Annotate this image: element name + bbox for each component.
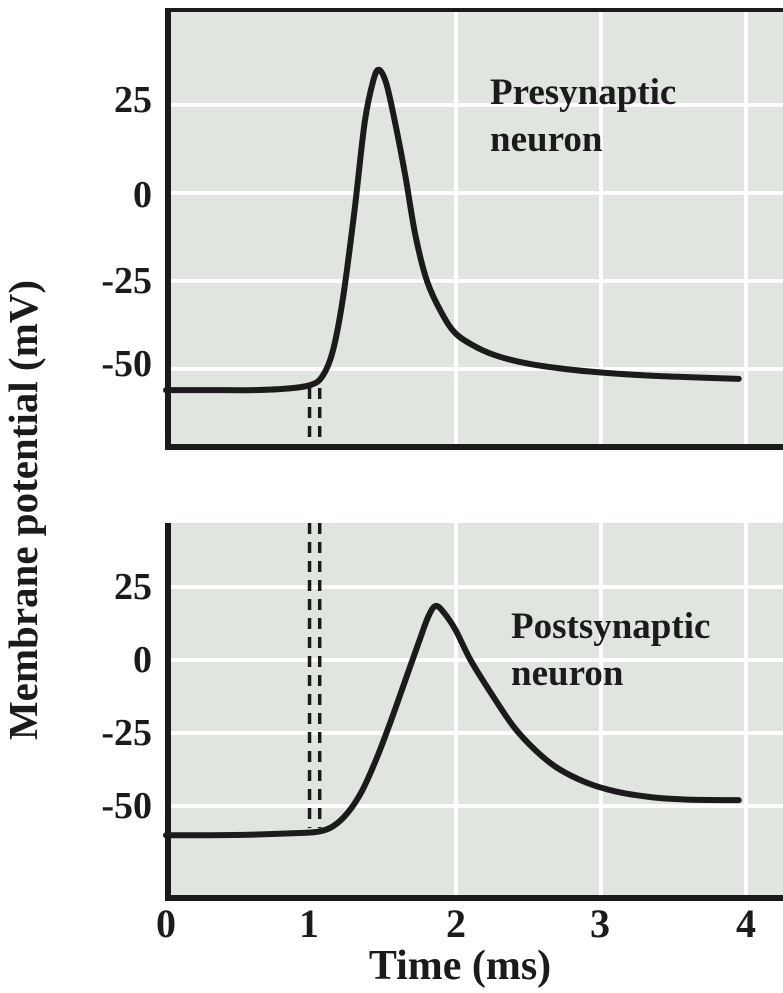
bottom-plot-title: Postsynaptic neuron	[511, 606, 711, 694]
membrane-potential-curve-1	[163, 602, 742, 839]
plot-area-0	[171, 12, 783, 444]
x-axis-title: Time (ms)	[368, 943, 552, 989]
y-axis-line-0	[165, 8, 171, 450]
y-tick-label-top-neg50: -50	[101, 343, 152, 385]
membrane-potential-curve-0	[163, 66, 742, 394]
x-tick-label-1: 1	[299, 901, 319, 946]
x-tick-label-2: 2	[446, 901, 466, 946]
y-tick-label-top-0: 0	[133, 174, 152, 216]
y-axis-line-1	[165, 523, 171, 901]
x-axis-line-0	[165, 444, 783, 450]
y-tick-label-top-25: 25	[114, 79, 152, 121]
y-tick-label-bottom-0: 0	[133, 639, 152, 681]
plot-area-1	[171, 523, 783, 895]
y-tick-label-bottom-neg25: -25	[101, 712, 152, 754]
y-tick-label-bottom-neg50: -50	[101, 785, 152, 827]
x-tick-label-3: 3	[590, 901, 610, 946]
y-tick-label-top-neg25: -25	[101, 260, 152, 302]
top-border-line	[165, 8, 783, 12]
x-axis-line-1	[165, 895, 783, 901]
y-tick-label-bottom-25: 25	[114, 566, 152, 608]
top-plot-title: Presynaptic neuron	[490, 72, 677, 160]
x-tick-label-4: 4	[736, 901, 756, 946]
x-tick-label-0: 0	[156, 901, 176, 946]
